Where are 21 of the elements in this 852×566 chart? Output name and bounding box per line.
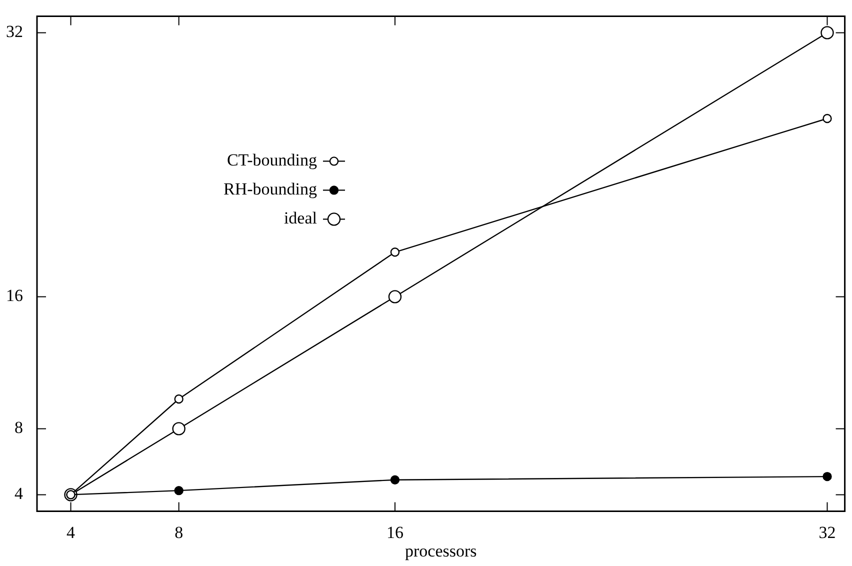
point (822, 472, 832, 482)
x-axis-title: processors (405, 541, 477, 560)
x-tick-label: 8 (174, 522, 184, 542)
point (390, 248, 400, 257)
x-tick-label: 16 (386, 522, 404, 542)
legend-label: ideal (284, 208, 318, 228)
y-tick-label: 16 (6, 286, 23, 306)
legend-label: CT-bounding (226, 150, 318, 170)
y-tick-label: 4 (14, 484, 24, 504)
x-tick-label: 32 (818, 522, 836, 542)
legend-label: RH-bounding (224, 180, 318, 199)
point (174, 486, 184, 496)
point (174, 394, 184, 404)
point (388, 290, 402, 304)
x-tick-label: 4 (66, 522, 76, 542)
point (172, 422, 186, 436)
y-tick-label: 8 (14, 418, 23, 438)
point (390, 475, 400, 484)
point (822, 114, 832, 124)
y-tick-label: 32 (6, 22, 23, 42)
point (820, 26, 834, 40)
